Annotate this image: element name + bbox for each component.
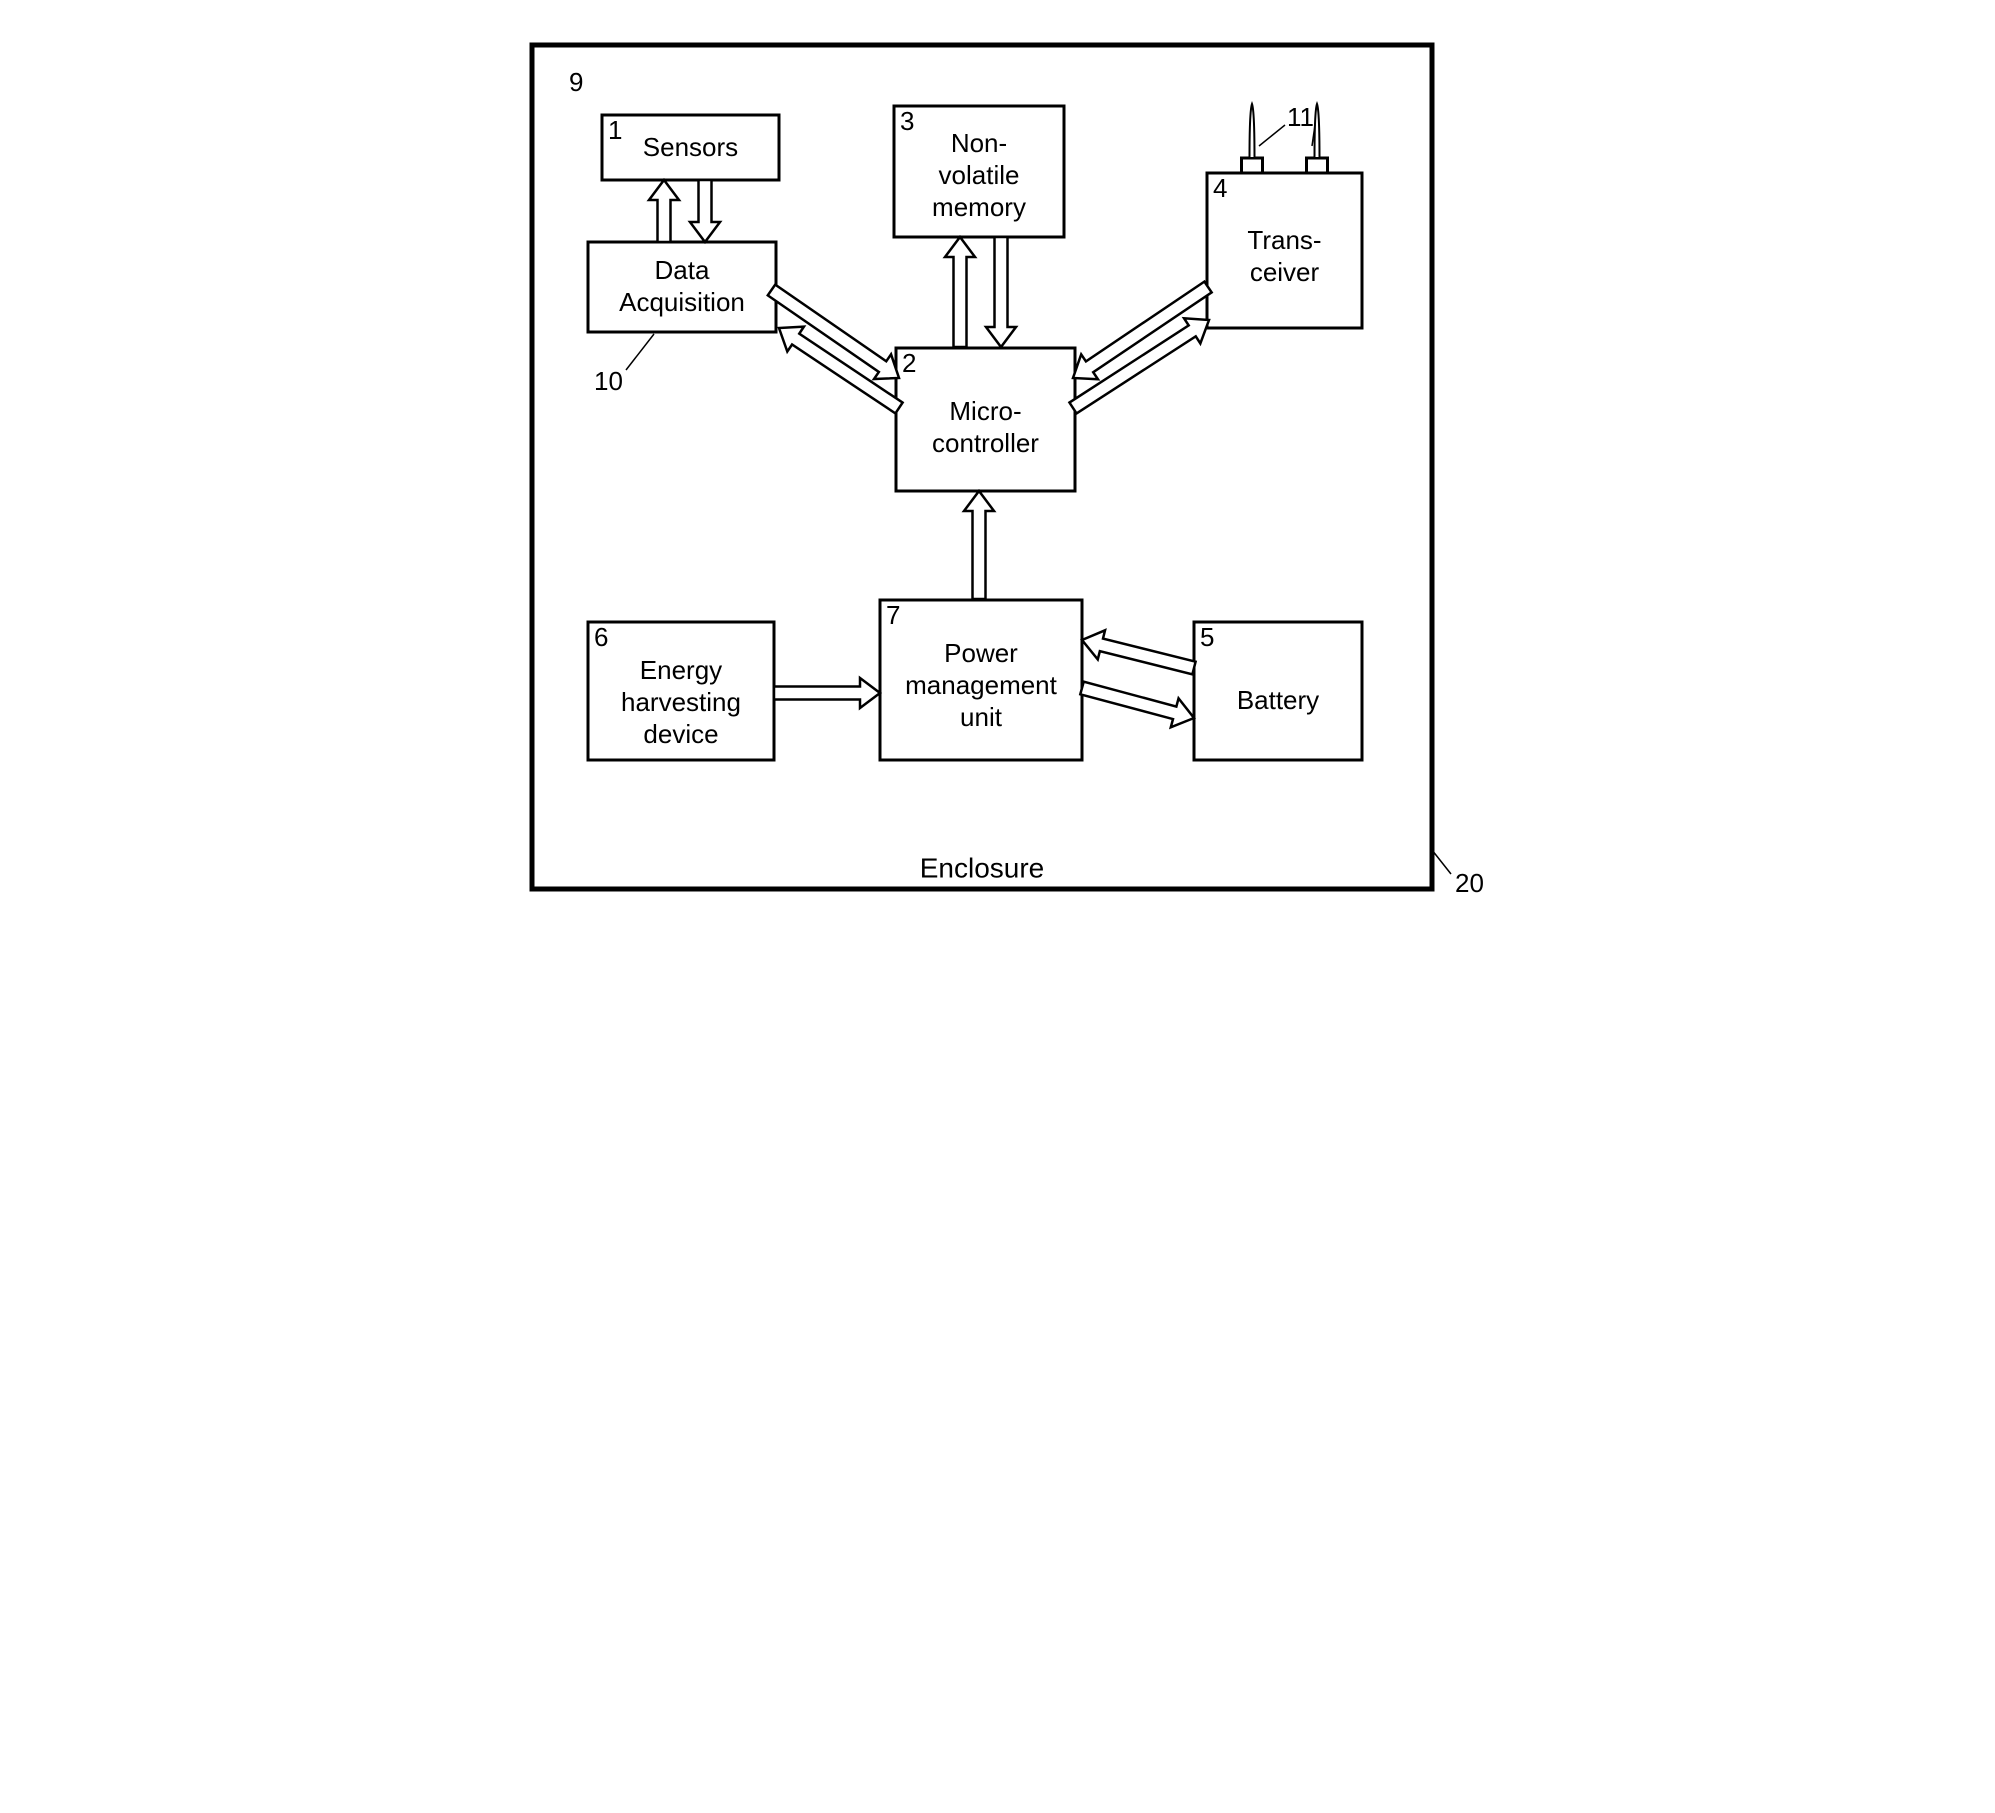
callout-10: 10 [594,366,623,396]
node-energy-number: 6 [594,622,608,652]
callout-20-leader [1432,850,1451,874]
node-memory-number: 3 [900,106,914,136]
node-energy-label-0: Energy [640,655,722,685]
node-pmu-number: 7 [886,600,900,630]
node-trans-label-1: ceiver [1250,257,1320,287]
node-sensors-number: 1 [608,115,622,145]
node-battery-label-0: Battery [1237,685,1319,715]
antenna-right-base [1306,158,1327,173]
node-energy-label-1: harvesting [621,687,741,717]
node-daq-label-1: Acquisition [619,287,745,317]
callout-11: 11 [1287,102,1314,132]
node-memory-label-0: Non- [951,128,1007,158]
enclosure-label: Enclosure [919,852,1044,883]
node-mcu-number: 2 [902,348,916,378]
callout-20: 20 [1455,868,1484,898]
block-diagram: Enclosure 91 Sensors 3 Non-volatilememory 4 Tr… [499,20,1497,927]
node-mcu-label-0: Micro- [949,396,1021,426]
node-energy-label-2: device [643,719,718,749]
node-pmu-label-2: unit [960,702,1003,732]
node-sensors-label-0: Sensors [643,132,738,162]
antenna-left-base [1241,158,1262,173]
antenna-left-mast [1249,104,1254,158]
node-trans-label-0: Trans- [1247,225,1321,255]
node-memory-label-2: memory [932,192,1026,222]
node-memory-label-1: volatile [938,160,1019,190]
node-trans-number: 4 [1213,173,1227,203]
antenna-right-mast [1314,104,1319,158]
node-pmu-label-0: Power [944,638,1018,668]
node-battery-number: 5 [1200,622,1214,652]
node-pmu-label-1: management [905,670,1058,700]
node-mcu-label-1: controller [932,428,1039,458]
enclosure-number: 9 [569,67,583,97]
node-daq-label-0: Data [654,255,709,285]
